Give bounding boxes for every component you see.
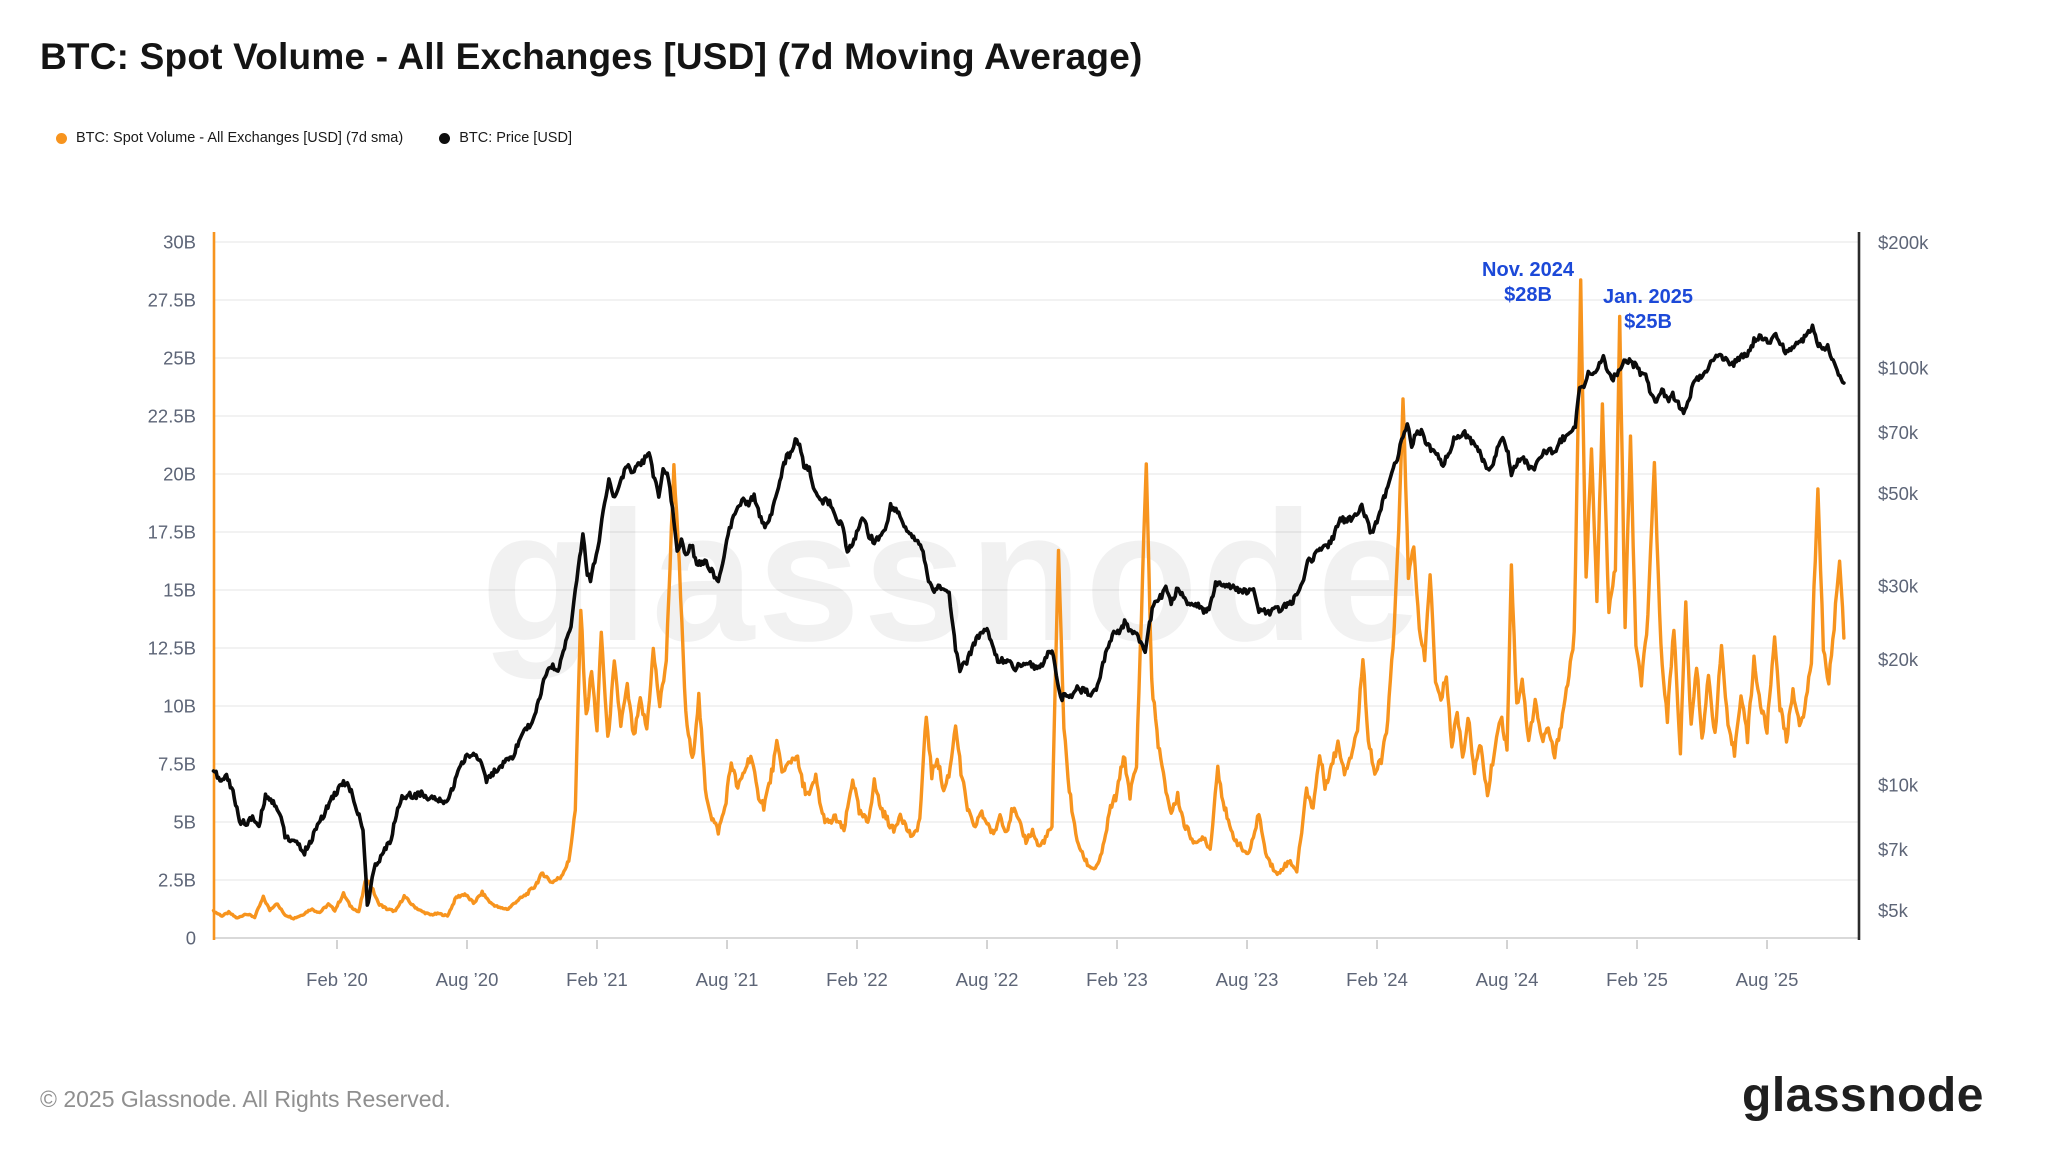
legend-dot-price-icon <box>439 132 451 144</box>
glassnode-logo: glassnode <box>1742 1069 1984 1122</box>
y-axis-left-label: 20B <box>163 464 196 485</box>
y-axis-right-label: $10k <box>1878 775 1919 796</box>
x-axis-label: Aug ’23 <box>1216 969 1279 990</box>
x-axis-label: Feb ’23 <box>1086 969 1148 990</box>
x-axis-label: Feb ’20 <box>306 969 368 990</box>
y-axis-right-label: $7k <box>1878 839 1909 860</box>
x-axis-label: Aug ’21 <box>696 969 759 990</box>
y-axis-right-label: $20k <box>1878 649 1919 670</box>
volume-line-series <box>211 278 1846 921</box>
x-axis-label: Feb ’25 <box>1606 969 1668 990</box>
y-axis-right-label: $100k <box>1878 358 1929 379</box>
annotation-jan-2025: Jan. 2025 $25B <box>1603 286 1693 333</box>
copyright-text: © 2025 Glassnode. All Rights Reserved. <box>40 1086 451 1112</box>
x-axis-label: Feb ’22 <box>826 969 888 990</box>
y-axis-right-label: $50k <box>1878 483 1919 504</box>
y-axis-left-label: 27.5B <box>148 290 196 311</box>
legend: BTC: Spot Volume - All Exchanges [USD] (… <box>56 130 572 146</box>
svg-text:$28B: $28B <box>1504 284 1552 306</box>
x-axis-label: Feb ’21 <box>566 969 628 990</box>
price-line-series <box>211 323 1846 907</box>
annotation-nov-2024: Nov. 2024 $28B <box>1482 259 1575 306</box>
y-axis-left-label: 10B <box>163 696 196 717</box>
y-axis-left-label: 25B <box>163 348 196 369</box>
y-axis-left-label: 2.5B <box>158 870 196 891</box>
y-axis-left-label: 22.5B <box>148 406 196 427</box>
y-axis-right-label: $200k <box>1878 232 1929 253</box>
legend-item-volume[interactable]: BTC: Spot Volume - All Exchanges [USD] (… <box>56 130 403 146</box>
x-axis-label: Aug ’24 <box>1476 969 1539 990</box>
y-axis-left-label: 30B <box>163 232 196 253</box>
svg-text:Jan. 2025: Jan. 2025 <box>1603 286 1693 308</box>
legend-label-price: BTC: Price [USD] <box>459 130 572 146</box>
legend-dot-volume-icon <box>56 132 67 144</box>
gridlines <box>214 241 1858 939</box>
svg-text:$25B: $25B <box>1624 311 1672 333</box>
y-axis-left-label: 5B <box>173 812 196 833</box>
y-axis-right-label: $70k <box>1878 422 1919 443</box>
y-axis-left-label: 12.5B <box>148 638 196 659</box>
y-axis-right-label: $30k <box>1878 576 1919 597</box>
x-axis-label: Aug ’25 <box>1736 969 1799 990</box>
x-axis-label: Feb ’24 <box>1346 969 1408 990</box>
legend-label-volume: BTC: Spot Volume - All Exchanges [USD] (… <box>76 130 404 146</box>
legend-item-price[interactable]: BTC: Price [USD] <box>439 130 572 146</box>
x-axis-label: Aug ’22 <box>956 969 1019 990</box>
watermark-text: glassnode <box>481 474 1423 680</box>
y-axis-left-label: 15B <box>163 580 196 601</box>
axis-labels: 0 2.5B 5B 7.5B 10B 12.5B 15B 17.5B 20B 22.5B 25B 27… <box>148 232 1930 991</box>
x-axis-label: Aug ’20 <box>436 969 499 990</box>
y-axis-right-label: $5k <box>1878 900 1909 921</box>
svg-text:Nov. 2024: Nov. 2024 <box>1482 259 1575 281</box>
y-axis-left-label: 0 <box>186 928 196 949</box>
axis-lines <box>212 232 1861 949</box>
y-axis-left-label: 7.5B <box>158 754 196 775</box>
page-title: BTC: Spot Volume - All Exchanges [USD] (… <box>40 36 1143 77</box>
y-axis-left-label: 17.5B <box>148 522 196 543</box>
